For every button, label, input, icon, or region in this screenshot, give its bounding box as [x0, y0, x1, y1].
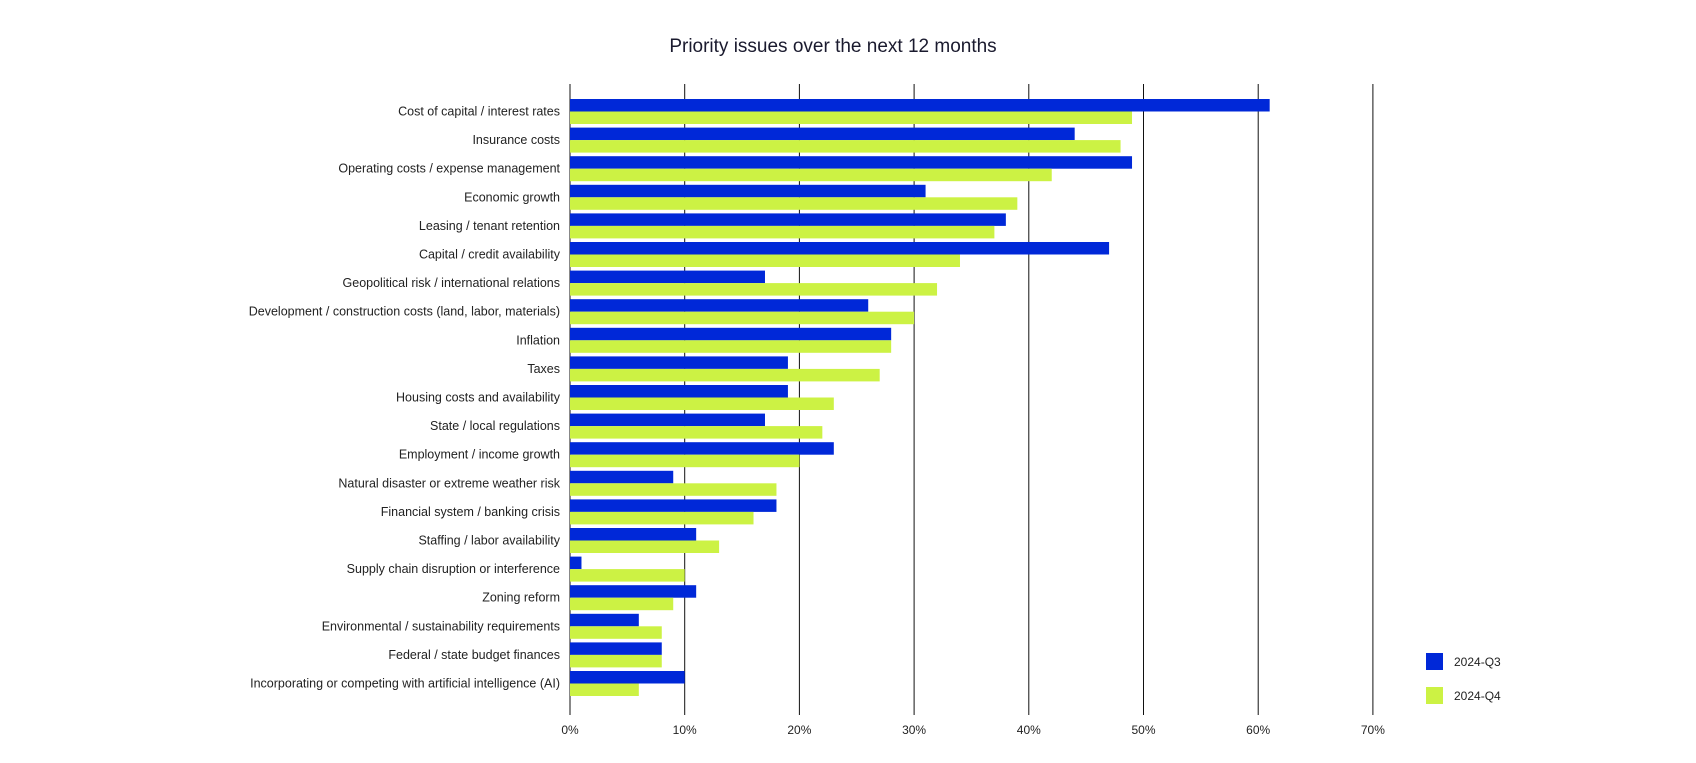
bar-2024-q4-8	[570, 340, 892, 353]
category-label: Taxes	[527, 362, 560, 376]
bar-2024-q3-13	[570, 470, 674, 484]
category-label: State / local regulations	[430, 419, 560, 433]
bar-2024-q3-7	[570, 299, 869, 312]
legend-swatch	[1426, 687, 1443, 704]
category-label: Zoning reform	[482, 591, 560, 605]
bar-2024-q4-17	[570, 597, 674, 611]
category-label: Natural disaster or extreme weather risk	[338, 476, 560, 490]
bar-2024-q3-1	[570, 127, 1075, 141]
bar-2024-q3-10	[570, 385, 788, 398]
x-tick-label: 0%	[561, 723, 579, 737]
legend-label: 2024-Q4	[1454, 689, 1501, 703]
category-label: Development / construction costs (land, …	[249, 305, 560, 319]
x-tick-label: 40%	[1017, 723, 1041, 737]
legend-swatch	[1426, 653, 1443, 670]
bar-2024-q4-4	[570, 225, 995, 239]
category-label: Staffing / labor availability	[418, 534, 560, 548]
bar-2024-q4-19	[570, 654, 662, 668]
category-label: Housing costs and availability	[396, 391, 561, 405]
bar-2024-q3-20	[570, 671, 685, 684]
category-label: Operating costs / expense management	[338, 162, 560, 176]
legend-label: 2024-Q3	[1454, 655, 1501, 669]
bar-2024-q4-13	[570, 483, 777, 496]
bar-2024-q3-15	[570, 528, 697, 541]
bar-2024-q3-3	[570, 184, 926, 198]
bar-2024-q4-9	[570, 368, 880, 382]
bar-2024-q3-14	[570, 499, 777, 512]
bar-2024-q3-2	[570, 156, 1133, 169]
x-tick-label: 10%	[673, 723, 697, 737]
bar-2024-q3-8	[570, 327, 892, 341]
bar-2024-q3-9	[570, 356, 788, 369]
bar-2024-q3-5	[570, 242, 1110, 255]
bar-2024-q4-6	[570, 283, 938, 296]
bar-2024-q4-0	[570, 111, 1133, 124]
bar-2024-q3-19	[570, 642, 662, 655]
bar-2024-q4-16	[570, 569, 685, 582]
category-label: Environmental / sustainability requireme…	[322, 619, 560, 633]
bar-2024-q4-5	[570, 254, 960, 267]
chart-title: Priority issues over the next 12 months	[669, 36, 997, 57]
category-label: Financial system / banking crisis	[381, 505, 560, 519]
x-tick-label: 60%	[1246, 723, 1270, 737]
category-label: Capital / credit availability	[419, 248, 561, 262]
bar-2024-q3-16	[570, 556, 582, 570]
bar-2024-q3-18	[570, 613, 639, 627]
category-label: Supply chain disruption or interference	[347, 562, 560, 576]
bar-2024-q4-15	[570, 540, 720, 553]
x-tick-label: 50%	[1131, 723, 1155, 737]
category-label: Economic growth	[464, 190, 560, 204]
bar-2024-q4-7	[570, 311, 915, 325]
bar-2024-q4-3	[570, 197, 1018, 210]
bar-2024-q4-20	[570, 683, 639, 696]
category-label: Incorporating or competing with artifici…	[250, 677, 560, 691]
bar-2024-q3-17	[570, 585, 697, 598]
bar-2024-q4-18	[570, 626, 662, 639]
category-label: Inflation	[516, 333, 560, 347]
category-label: Federal / state budget finances	[388, 648, 560, 662]
bar-2024-q4-1	[570, 140, 1121, 153]
bar-2024-q3-0	[570, 99, 1270, 112]
category-label: Geopolitical risk / international relati…	[343, 276, 560, 290]
category-label: Cost of capital / interest rates	[398, 105, 560, 119]
x-tick-label: 20%	[787, 723, 811, 737]
bar-2024-q3-4	[570, 213, 1006, 226]
bar-2024-q3-12	[570, 442, 834, 455]
bar-2024-q3-6	[570, 270, 765, 284]
bar-2024-q4-2	[570, 168, 1052, 182]
category-label: Insurance costs	[472, 133, 560, 147]
x-tick-label: 30%	[902, 723, 926, 737]
bar-2024-q4-11	[570, 426, 823, 439]
category-label: Leasing / tenant retention	[419, 219, 560, 233]
bar-2024-q4-12	[570, 454, 800, 468]
bar-2024-q3-11	[570, 413, 765, 427]
bar-2024-q4-14	[570, 511, 754, 525]
x-tick-label: 70%	[1361, 723, 1385, 737]
bar-2024-q4-10	[570, 397, 834, 410]
category-label: Employment / income growth	[399, 448, 560, 462]
